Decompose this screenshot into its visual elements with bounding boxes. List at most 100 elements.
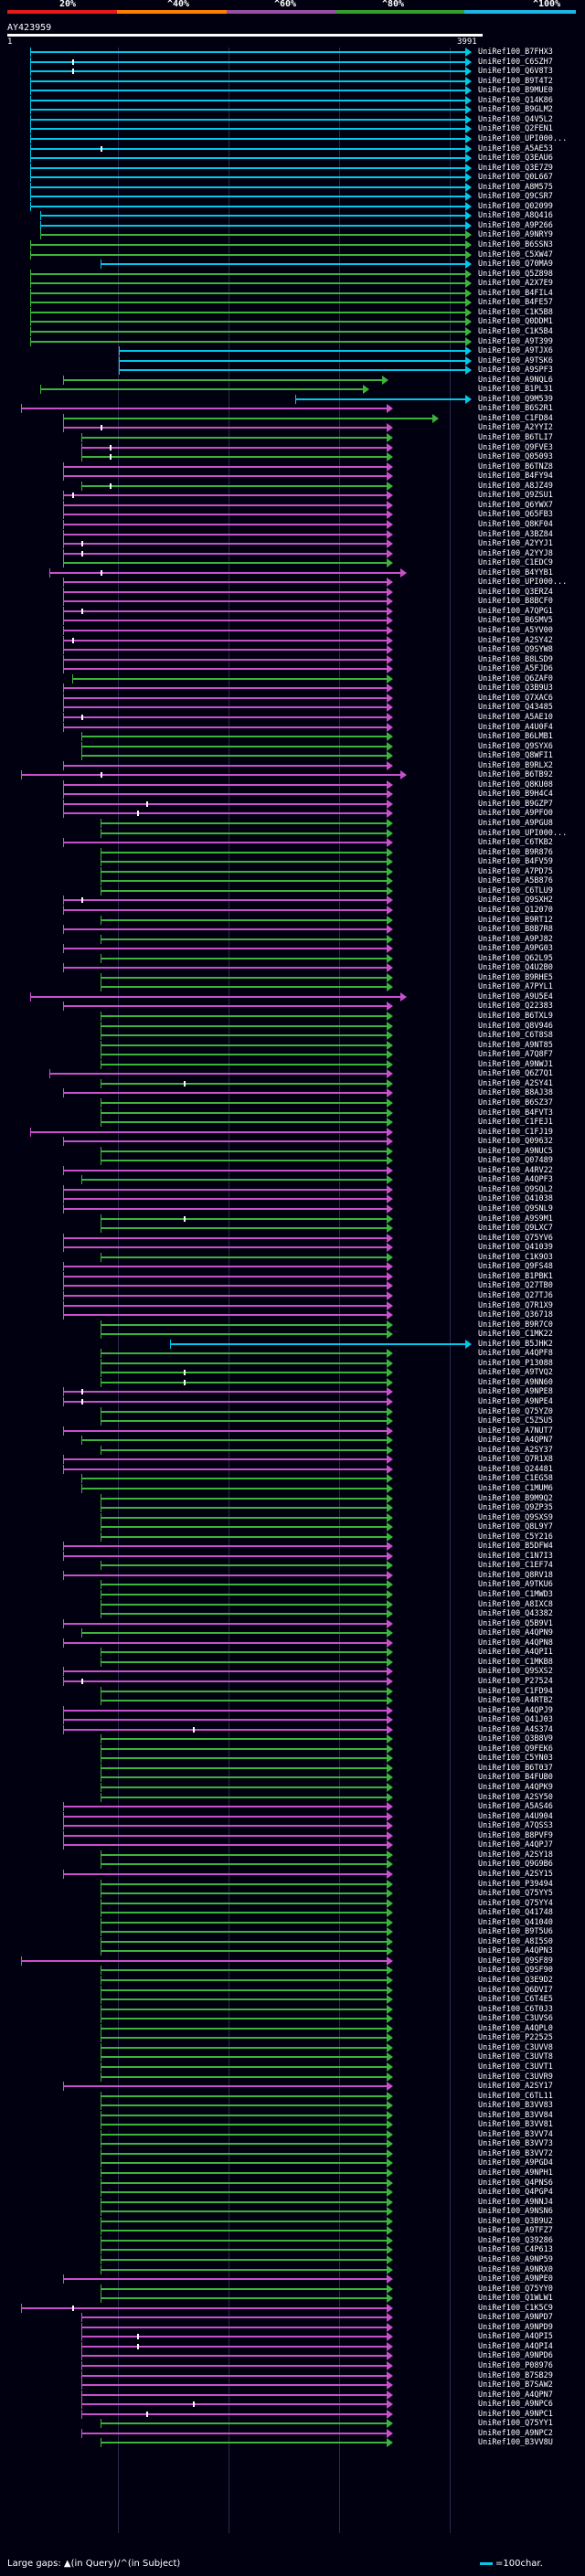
hit-label[interactable]: UniRef100_Q9FEK6 — [478, 1744, 553, 1754]
hit-label[interactable]: UniRef100_A9NPD9 — [478, 2322, 553, 2332]
hit-label[interactable]: UniRef100_B8AJ38 — [478, 1088, 553, 1098]
hit-bar[interactable] — [100, 2037, 388, 2040]
hit-label[interactable]: UniRef100_B4YYB1 — [478, 567, 553, 578]
hit-row[interactable]: UniRef100_A9TSK6 — [0, 355, 585, 366]
hit-label[interactable]: UniRef100_C1EF74 — [478, 1561, 553, 1571]
hit-label[interactable]: UniRef100_B9R7C0 — [478, 1320, 553, 1330]
hit-row[interactable]: UniRef100_A4QPL0 — [0, 2023, 585, 2034]
hit-row[interactable]: UniRef100_B8PVF9 — [0, 1830, 585, 1841]
hit-label[interactable]: UniRef100_B6LMB1 — [478, 732, 553, 742]
hit-bar[interactable] — [62, 2278, 388, 2281]
hit-bar[interactable] — [100, 1410, 388, 1413]
hit-label[interactable]: UniRef100_Q75YY4 — [478, 1898, 553, 1908]
hit-label[interactable]: UniRef100_A9NPC1 — [478, 2409, 553, 2419]
hit-row[interactable]: UniRef100_A9PGD4 — [0, 2158, 585, 2168]
hit-row[interactable]: UniRef100_Q9SQL2 — [0, 1184, 585, 1195]
hit-label[interactable]: UniRef100_A4QPF3 — [478, 1175, 553, 1185]
hit-bar[interactable] — [100, 1024, 388, 1027]
hit-row[interactable]: UniRef100_Q3B8V9 — [0, 1734, 585, 1744]
hit-label[interactable]: UniRef100_Q3E7Z9 — [478, 163, 553, 173]
hit-bar[interactable] — [62, 696, 388, 699]
hit-bar[interactable] — [81, 2412, 388, 2415]
hit-row[interactable]: UniRef100_A9NUC5 — [0, 1146, 585, 1157]
hit-row[interactable]: UniRef100_A9NPC2 — [0, 2428, 585, 2439]
hit-bar[interactable] — [100, 2200, 388, 2203]
hit-label[interactable]: UniRef100_A4U904 — [478, 1811, 553, 1821]
hit-row[interactable]: UniRef100_A2SY17 — [0, 2082, 585, 2092]
hit-label[interactable]: UniRef100_A9NRX0 — [478, 2264, 553, 2274]
hit-label[interactable]: UniRef100_Q6Z7Q1 — [478, 1069, 553, 1079]
hit-bar[interactable] — [100, 938, 388, 940]
hit-bar[interactable] — [100, 1998, 388, 2001]
hit-bar[interactable] — [72, 677, 388, 680]
hit-label[interactable]: UniRef100_A5AS46 — [478, 1802, 553, 1812]
hit-label[interactable]: UniRef100_C1FD84 — [478, 413, 553, 423]
hit-label[interactable]: UniRef100_Q75YZ0 — [478, 1406, 553, 1416]
hit-row[interactable]: UniRef100_Q75YZ0 — [0, 1406, 585, 1417]
hit-row[interactable]: UniRef100_C6TL11 — [0, 2091, 585, 2102]
hit-label[interactable]: UniRef100_Q9FS48 — [478, 1262, 553, 1272]
hit-label[interactable]: UniRef100_Q14K86 — [478, 95, 553, 105]
hit-row[interactable]: UniRef100_A9NSN6 — [0, 2207, 585, 2217]
hit-row[interactable]: UniRef100_B6TB92 — [0, 770, 585, 780]
hit-row[interactable]: UniRef100_C5YN03 — [0, 1754, 585, 1764]
hit-bar[interactable] — [169, 1342, 466, 1345]
hit-bar[interactable] — [100, 1940, 388, 1943]
hit-label[interactable]: UniRef100_Q3ERZ4 — [478, 587, 553, 597]
hit-row[interactable]: UniRef100_A5AE10 — [0, 712, 585, 723]
hit-bar[interactable] — [21, 1959, 388, 1962]
hit-label[interactable]: UniRef100_B6S2R1 — [478, 404, 553, 414]
hit-row[interactable]: UniRef100_B9RHE5 — [0, 972, 585, 983]
hit-row[interactable]: UniRef100_A9TKU6 — [0, 1580, 585, 1590]
hit-label[interactable]: UniRef100_Q9SYW8 — [478, 645, 553, 655]
hit-label[interactable]: UniRef100_Q8V946 — [478, 1021, 553, 1031]
hit-bar[interactable] — [62, 562, 388, 565]
hit-row[interactable]: UniRef100_Q62L95 — [0, 953, 585, 964]
hit-bar[interactable] — [100, 1381, 388, 1383]
hit-bar[interactable] — [62, 600, 388, 603]
hit-label[interactable]: UniRef100_A9PFO0 — [478, 809, 553, 819]
hit-bar[interactable] — [62, 2085, 388, 2088]
hit-bar[interactable] — [100, 1979, 388, 1981]
hit-label[interactable]: UniRef100_A4QPJ7 — [478, 1840, 553, 1850]
hit-row[interactable]: UniRef100_C6T8S8 — [0, 1031, 585, 1041]
hit-row[interactable]: UniRef100_Q41040 — [0, 1917, 585, 1928]
hit-bar[interactable] — [100, 2114, 388, 2116]
hit-row[interactable]: UniRef100_P39494 — [0, 1879, 585, 1890]
hit-bar[interactable] — [100, 861, 388, 864]
hit-bar[interactable] — [30, 272, 466, 275]
hit-label[interactable]: UniRef100_A9TVQ2 — [478, 1368, 553, 1378]
hit-bar[interactable] — [62, 427, 388, 429]
hit-bar[interactable] — [100, 1227, 388, 1230]
hit-row[interactable]: UniRef100_A9NP59 — [0, 2254, 585, 2265]
hit-bar[interactable] — [100, 1516, 388, 1519]
hit-bar[interactable] — [81, 1179, 388, 1182]
hit-row[interactable]: UniRef100_P22525 — [0, 2033, 585, 2043]
hit-label[interactable]: UniRef100_C1FEJ1 — [478, 1118, 553, 1128]
hit-row[interactable]: UniRef100_A7QSS3 — [0, 1821, 585, 1831]
hit-row[interactable]: UniRef100_Q39286 — [0, 2235, 585, 2246]
hit-label[interactable]: UniRef100_A9NUC5 — [478, 1146, 553, 1156]
hit-bar[interactable] — [30, 321, 466, 323]
hit-bar[interactable] — [62, 1285, 388, 1288]
hit-bar[interactable] — [100, 1150, 388, 1152]
hit-row[interactable]: UniRef100_Q75YV6 — [0, 1233, 585, 1244]
hit-row[interactable]: UniRef100_C1MWD3 — [0, 1590, 585, 1600]
hit-bar[interactable] — [62, 1574, 388, 1576]
hit-row[interactable]: UniRef100_C6TKB2 — [0, 838, 585, 848]
hit-row[interactable]: UniRef100_C5XW47 — [0, 249, 585, 260]
hit-label[interactable]: UniRef100_B9GLM2 — [478, 105, 553, 115]
hit-label[interactable]: UniRef100_A4QPI4 — [478, 2341, 553, 2351]
hit-row[interactable]: UniRef100_A4QPI1 — [0, 1648, 585, 1658]
hit-bar[interactable] — [62, 928, 388, 931]
hit-bar[interactable] — [62, 494, 388, 497]
hit-row[interactable]: UniRef100_Q2FEN1 — [0, 124, 585, 134]
hit-label[interactable]: UniRef100_A4RTB2 — [478, 1696, 553, 1706]
hit-bar[interactable] — [30, 157, 466, 160]
hit-row[interactable]: UniRef100_C1FD84 — [0, 413, 585, 424]
hit-label[interactable]: UniRef100_Q3B9U2 — [478, 2216, 553, 2226]
hit-row[interactable]: UniRef100_Q70MA9 — [0, 260, 585, 270]
hit-row[interactable]: UniRef100_A9NRY9 — [0, 230, 585, 240]
hit-bar[interactable] — [100, 1362, 388, 1364]
hit-bar[interactable] — [81, 484, 388, 487]
